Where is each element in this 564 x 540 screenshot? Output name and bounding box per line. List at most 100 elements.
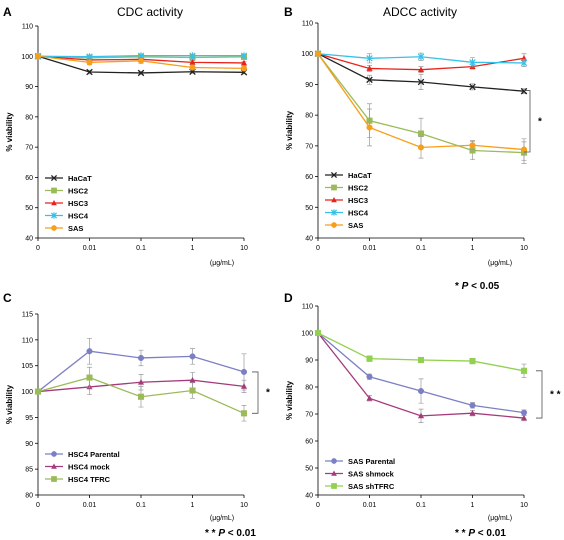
p-value-symbol: P bbox=[218, 528, 225, 539]
data-point bbox=[240, 368, 248, 375]
x-tick-label: 10 bbox=[240, 245, 248, 252]
y-axis-label: % viability bbox=[285, 110, 294, 150]
legend-marker bbox=[331, 184, 337, 191]
series-line bbox=[317, 332, 525, 419]
legend-marker bbox=[330, 209, 338, 216]
panel-title: ADCC activity bbox=[383, 5, 457, 19]
panel-letter: A bbox=[3, 5, 12, 19]
data-point bbox=[366, 395, 373, 401]
legend-label: SAS Parental bbox=[348, 457, 395, 466]
legend-item: HSC3 bbox=[325, 196, 368, 205]
x-tick-label: 0.01 bbox=[83, 502, 97, 509]
p-value-note: * * P < 0.01 bbox=[455, 528, 506, 539]
legend-label: HSC4 TFRC bbox=[68, 475, 111, 484]
data-point bbox=[417, 66, 425, 73]
significance-label: * bbox=[538, 116, 542, 127]
x-tick-label: 0.1 bbox=[416, 245, 426, 252]
significance-bracket bbox=[252, 371, 259, 414]
y-tick-label: 100 bbox=[21, 389, 33, 396]
data-point bbox=[366, 355, 373, 362]
y-tick-label: 110 bbox=[302, 304, 313, 311]
legend-item: HSC4 bbox=[325, 208, 369, 217]
data-point bbox=[240, 410, 248, 417]
y-tick-label: 70 bbox=[305, 143, 313, 150]
data-point bbox=[520, 414, 528, 421]
data-point bbox=[366, 65, 373, 71]
legend-marker bbox=[51, 225, 57, 231]
legend-marker bbox=[51, 451, 57, 457]
panel-letter: B bbox=[284, 5, 293, 19]
significance-bracket bbox=[524, 90, 531, 153]
data-point bbox=[189, 64, 196, 71]
data-point bbox=[34, 388, 42, 395]
x-tick-label: 1 bbox=[191, 502, 195, 509]
p-value-note: * P < 0.05 bbox=[455, 281, 500, 292]
x-tick-label: 10 bbox=[520, 502, 528, 509]
series-hsc4 bbox=[314, 50, 528, 68]
y-tick-label: 80 bbox=[305, 385, 313, 392]
data-point bbox=[86, 59, 93, 66]
legend-label: HSC3 bbox=[348, 196, 368, 205]
series-hsc4-tfrc bbox=[34, 366, 248, 422]
data-point bbox=[240, 65, 248, 72]
legend-marker bbox=[330, 171, 338, 179]
series-sas-shtfrc bbox=[314, 329, 528, 378]
legend-item: HaCaT bbox=[45, 174, 92, 183]
legend-label: HSC3 bbox=[68, 199, 88, 208]
p-value-threshold: < 0.01 bbox=[475, 528, 506, 539]
panel-title: CDC activity bbox=[117, 5, 183, 19]
y-tick-label: 80 bbox=[25, 493, 33, 500]
data-point bbox=[86, 68, 93, 76]
series-sas bbox=[34, 53, 248, 72]
y-tick-label: 85 bbox=[25, 467, 33, 474]
significance-label: * bbox=[266, 388, 270, 399]
legend-label: HSC2 bbox=[348, 183, 368, 192]
series-sas-shmock bbox=[314, 329, 528, 423]
y-axis-label: % viability bbox=[5, 384, 14, 424]
legend-item: SAS shTFRC bbox=[325, 482, 395, 491]
y-tick-label: 40 bbox=[25, 236, 33, 243]
data-point bbox=[137, 354, 145, 362]
y-tick-label: 90 bbox=[25, 84, 33, 91]
data-point bbox=[469, 402, 476, 409]
data-point bbox=[86, 348, 93, 355]
data-point bbox=[189, 387, 196, 394]
legend-item: HSC4 bbox=[45, 211, 89, 220]
data-point bbox=[86, 374, 93, 381]
data-point bbox=[520, 409, 528, 416]
x-tick-label: 0 bbox=[316, 502, 320, 509]
data-point bbox=[520, 367, 528, 374]
x-tick-label: 10 bbox=[520, 245, 528, 252]
x-tick-label: 0.1 bbox=[136, 245, 146, 252]
p-value-prefix: * bbox=[455, 281, 462, 292]
y-tick-label: 90 bbox=[305, 82, 313, 89]
data-point bbox=[417, 53, 425, 61]
y-tick-label: 110 bbox=[22, 24, 33, 31]
x-tick-label: 0.01 bbox=[83, 245, 97, 252]
y-tick-label: 40 bbox=[305, 493, 313, 500]
data-point bbox=[417, 130, 425, 137]
legend-marker bbox=[50, 212, 58, 219]
x-unit-label: (μg/mL) bbox=[488, 515, 512, 522]
y-axis-label: % viability bbox=[285, 380, 294, 420]
legend-label: HSC2 bbox=[68, 186, 88, 195]
x-unit-label: (μg/mL) bbox=[210, 260, 234, 267]
legend-item: SAS shmock bbox=[325, 469, 395, 478]
legend-marker bbox=[51, 187, 57, 194]
x-tick-label: 1 bbox=[471, 502, 475, 509]
y-tick-label: 90 bbox=[25, 441, 33, 448]
y-tick-label: 40 bbox=[305, 236, 313, 243]
data-point bbox=[469, 358, 476, 365]
data-point bbox=[469, 409, 476, 416]
y-tick-label: 95 bbox=[25, 415, 33, 422]
legend-label: HSC4 Parental bbox=[68, 450, 120, 459]
legend-marker bbox=[331, 458, 337, 464]
data-point bbox=[366, 76, 373, 84]
legend-label: SAS bbox=[348, 221, 363, 230]
legend-marker bbox=[331, 470, 337, 476]
legend-item: SAS bbox=[45, 224, 83, 233]
legend-label: HSC4 bbox=[348, 208, 369, 217]
